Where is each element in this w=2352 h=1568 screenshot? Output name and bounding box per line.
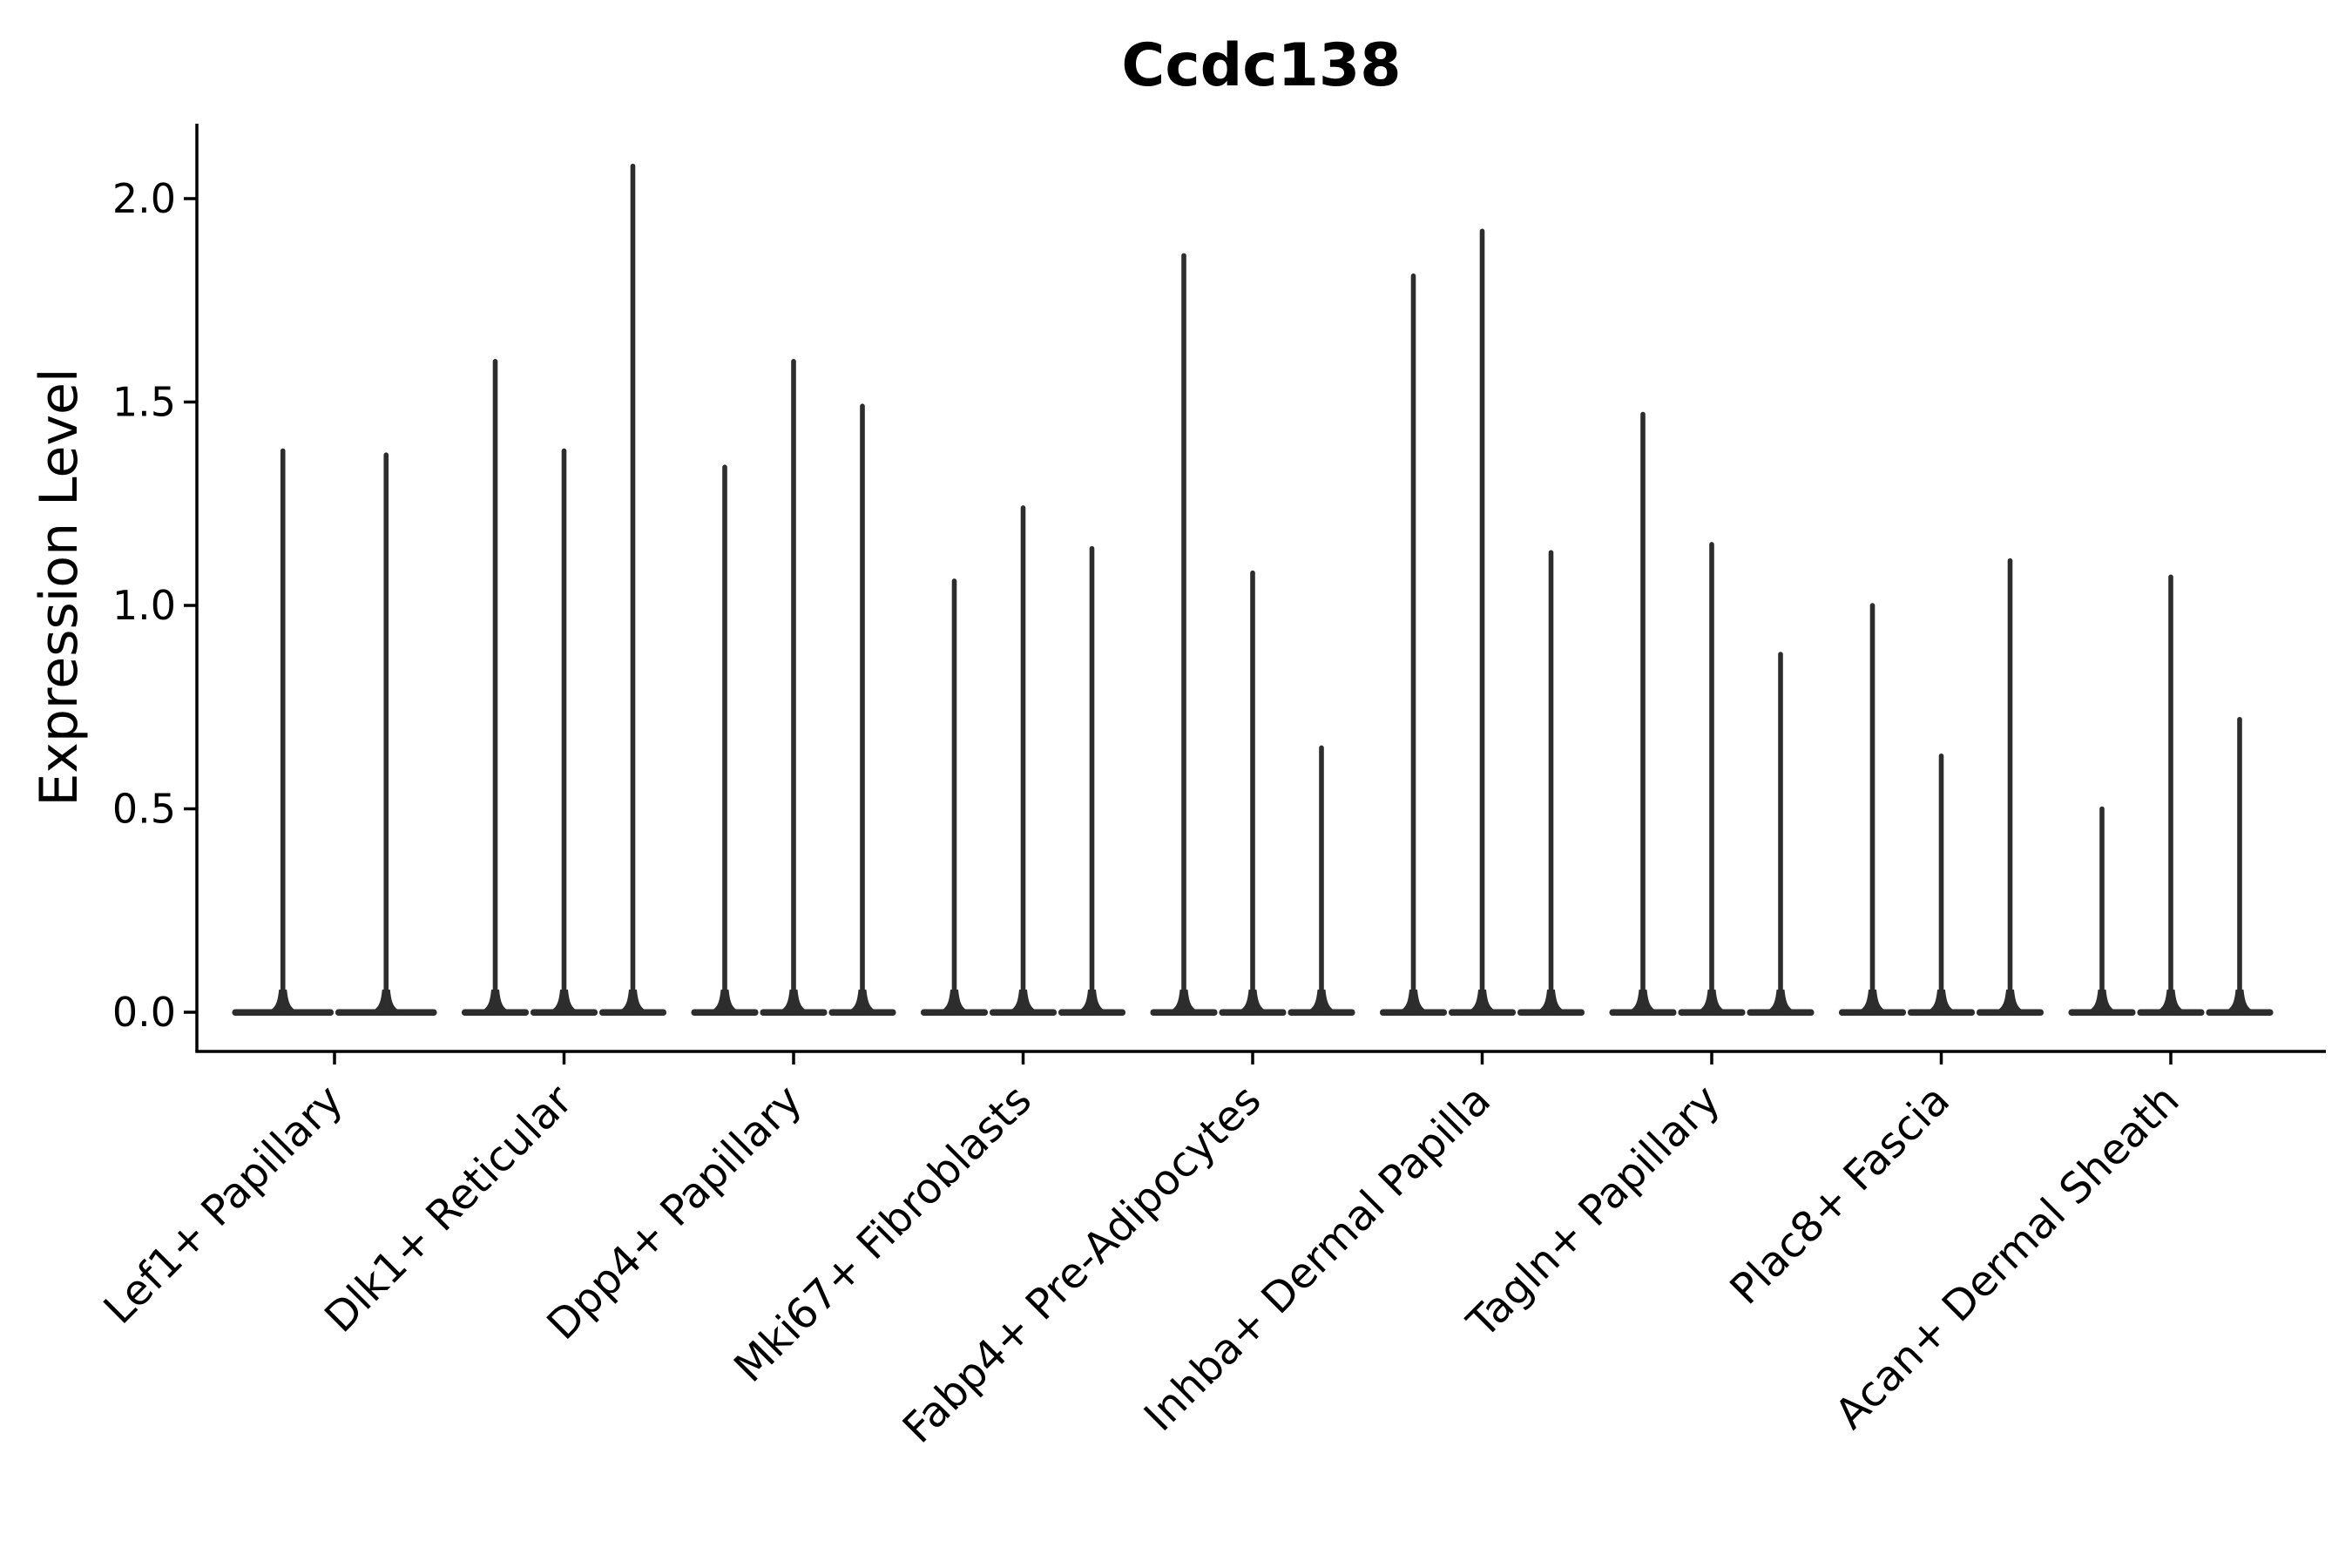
violin — [599, 163, 666, 1016]
violin — [462, 358, 529, 1016]
violin — [531, 448, 598, 1016]
violin — [2137, 574, 2205, 1016]
violin — [1678, 542, 1746, 1016]
violin — [1150, 253, 1218, 1016]
violin — [1747, 652, 1815, 1016]
axes: 0.0 0.5 1.0 1.5 2.0 — [112, 124, 2326, 1064]
violin — [760, 358, 828, 1016]
violins — [232, 163, 2274, 1016]
violin — [990, 505, 1057, 1016]
x-tick-label: Tagln+ Papillary — [1457, 1076, 1729, 1348]
violin — [1288, 745, 1355, 1016]
violin — [2068, 806, 2136, 1016]
violin — [1517, 550, 1585, 1016]
violin — [1380, 273, 1447, 1016]
x-tick-label: Dpp4+ Papillary — [537, 1076, 811, 1349]
violin — [691, 464, 759, 1016]
x-tick-label: Dlk1+ Reticular — [315, 1076, 582, 1342]
chart-title: Ccdc138 — [1121, 31, 1401, 100]
violin — [1449, 228, 1516, 1016]
violin — [1219, 570, 1287, 1016]
y-tick-label: 1.0 — [112, 582, 176, 629]
violin — [1609, 411, 1677, 1016]
violin — [1839, 603, 1906, 1016]
violin — [1058, 545, 1125, 1016]
y-tick-label: 2.0 — [112, 175, 176, 222]
violin — [1977, 558, 2044, 1016]
violin — [2206, 716, 2274, 1016]
y-tick-label: 0.5 — [112, 786, 176, 833]
violin — [232, 448, 334, 1016]
violin — [335, 452, 437, 1016]
violin — [921, 578, 988, 1016]
y-tick-label: 0.0 — [112, 989, 176, 1036]
violin — [1908, 753, 1975, 1016]
y-axis-title: Expression Level — [29, 368, 90, 806]
violin — [828, 403, 896, 1016]
y-tick-label: 1.5 — [112, 379, 176, 426]
x-tick-label: Lef1+ Papillary — [95, 1076, 353, 1334]
x-tick-label: Plac8+ Fascia — [1720, 1076, 1959, 1315]
